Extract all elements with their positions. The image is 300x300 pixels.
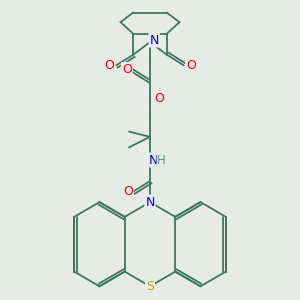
Text: N: N <box>145 196 155 208</box>
Text: O: O <box>186 59 196 72</box>
Text: O: O <box>154 92 164 105</box>
Text: H: H <box>157 154 166 166</box>
Text: O: O <box>123 185 133 198</box>
Text: S: S <box>146 280 154 293</box>
Text: O: O <box>104 59 114 72</box>
Text: O: O <box>122 63 132 76</box>
Text: N: N <box>148 154 158 166</box>
Text: N: N <box>149 34 159 46</box>
